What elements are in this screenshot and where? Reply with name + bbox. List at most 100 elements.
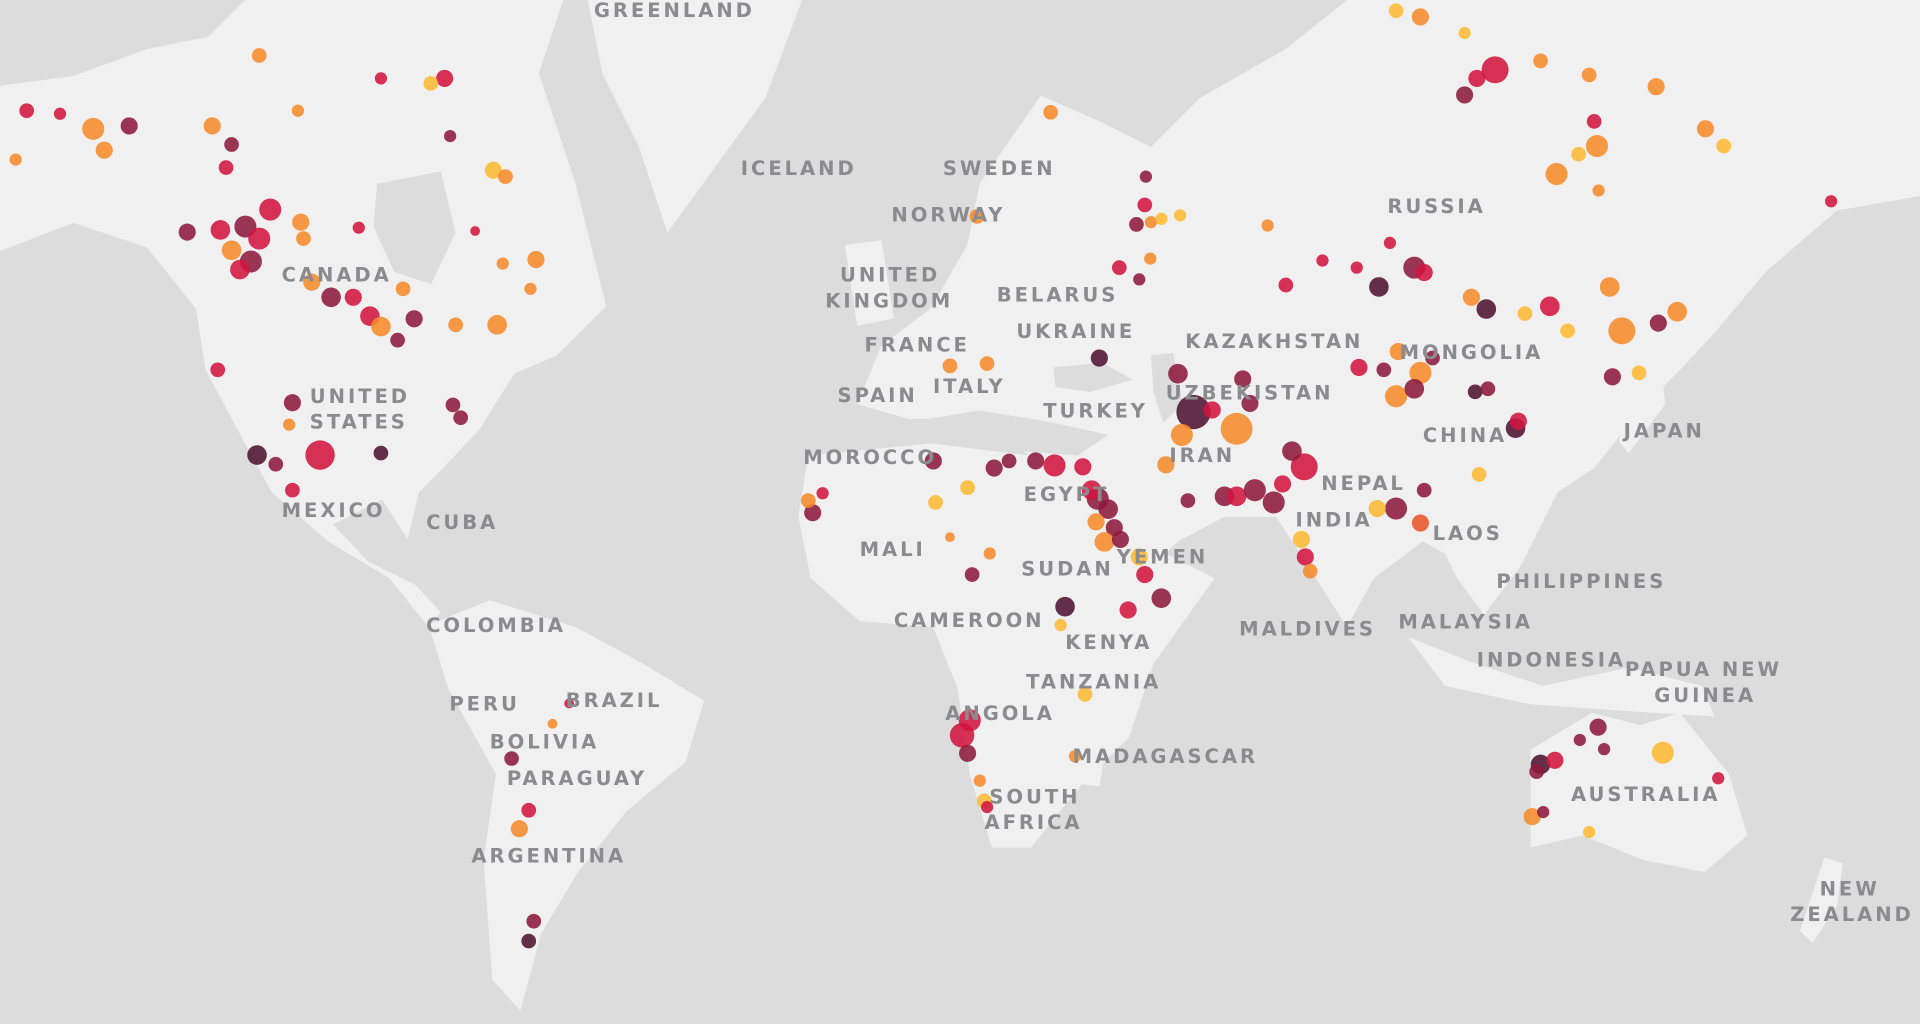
event-dot[interactable] bbox=[1137, 197, 1153, 213]
event-dot[interactable] bbox=[527, 250, 545, 269]
event-dot[interactable] bbox=[1226, 486, 1247, 507]
event-dot[interactable] bbox=[1667, 301, 1687, 322]
event-dot[interactable] bbox=[1589, 718, 1607, 736]
event-dot[interactable] bbox=[470, 226, 480, 236]
event-dot[interactable] bbox=[210, 220, 231, 240]
event-dot[interactable] bbox=[1581, 67, 1597, 83]
event-dot[interactable] bbox=[373, 445, 389, 461]
event-dot[interactable] bbox=[1540, 296, 1560, 317]
event-dot[interactable] bbox=[1278, 277, 1294, 293]
event-dot[interactable] bbox=[800, 493, 816, 508]
event-dot[interactable] bbox=[1176, 394, 1211, 430]
event-dot[interactable] bbox=[1077, 687, 1093, 702]
event-dot[interactable] bbox=[247, 445, 267, 465]
event-dot[interactable] bbox=[1416, 482, 1432, 498]
event-dot[interactable] bbox=[1608, 317, 1636, 345]
event-dot[interactable] bbox=[1467, 384, 1483, 400]
event-dot[interactable] bbox=[964, 567, 980, 582]
event-dot[interactable] bbox=[547, 718, 558, 729]
event-dot[interactable] bbox=[305, 440, 335, 470]
event-dot[interactable] bbox=[804, 504, 822, 522]
event-dot[interactable] bbox=[1203, 401, 1221, 419]
event-dot[interactable] bbox=[1081, 480, 1102, 500]
event-dot[interactable] bbox=[1098, 499, 1118, 519]
event-dot[interactable] bbox=[1468, 69, 1486, 87]
event-dot[interactable] bbox=[521, 802, 537, 818]
event-dot[interactable] bbox=[1180, 493, 1196, 508]
event-dot[interactable] bbox=[371, 316, 391, 337]
event-dot[interactable] bbox=[1261, 219, 1274, 232]
event-dot[interactable] bbox=[1409, 361, 1432, 384]
event-dot[interactable] bbox=[983, 547, 996, 560]
event-dot[interactable] bbox=[1068, 750, 1082, 763]
event-dot[interactable] bbox=[979, 356, 995, 371]
event-dot[interactable] bbox=[251, 48, 267, 63]
event-dot[interactable] bbox=[1144, 216, 1158, 229]
event-dot[interactable] bbox=[1157, 456, 1175, 474]
event-dot[interactable] bbox=[1603, 368, 1621, 386]
event-dot[interactable] bbox=[352, 221, 365, 234]
event-dot[interactable] bbox=[53, 107, 67, 120]
event-dot[interactable] bbox=[203, 117, 221, 135]
event-dot[interactable] bbox=[448, 317, 463, 333]
event-dot[interactable] bbox=[521, 933, 537, 949]
event-dot[interactable] bbox=[1119, 601, 1137, 619]
event-dot[interactable] bbox=[1389, 342, 1407, 361]
event-dot[interactable] bbox=[1383, 236, 1397, 250]
event-dot[interactable] bbox=[1481, 56, 1509, 84]
event-dot[interactable] bbox=[1055, 596, 1075, 617]
event-dot[interactable] bbox=[1583, 825, 1596, 839]
event-dot[interactable] bbox=[496, 257, 509, 270]
event-dot[interactable] bbox=[436, 69, 454, 87]
event-dot[interactable] bbox=[405, 310, 423, 328]
event-dot[interactable] bbox=[1462, 288, 1480, 306]
event-dot[interactable] bbox=[985, 459, 1003, 477]
event-dot[interactable] bbox=[1262, 491, 1285, 514]
event-dot[interactable] bbox=[292, 213, 310, 231]
event-dot[interactable] bbox=[344, 288, 362, 306]
event-dot[interactable] bbox=[1456, 86, 1474, 104]
event-dot[interactable] bbox=[395, 281, 411, 297]
event-dot[interactable] bbox=[1130, 548, 1148, 566]
event-dot[interactable] bbox=[526, 913, 542, 929]
event-dot[interactable] bbox=[178, 223, 196, 241]
event-dot[interactable] bbox=[816, 487, 829, 500]
event-dot[interactable] bbox=[1599, 277, 1620, 297]
event-dot[interactable] bbox=[1647, 78, 1665, 96]
event-dot[interactable] bbox=[1529, 764, 1544, 780]
event-dot[interactable] bbox=[1716, 138, 1732, 154]
event-dot[interactable] bbox=[1151, 588, 1172, 609]
event-dot[interactable] bbox=[1509, 412, 1527, 430]
event-dot[interactable] bbox=[1054, 618, 1067, 632]
event-dot[interactable] bbox=[498, 169, 513, 184]
event-dot[interactable] bbox=[1136, 566, 1154, 584]
event-dot[interactable] bbox=[973, 774, 986, 787]
event-dot[interactable] bbox=[1220, 412, 1253, 445]
event-dot[interactable] bbox=[1133, 273, 1146, 286]
event-dot[interactable] bbox=[1571, 146, 1586, 162]
event-dot[interactable] bbox=[1597, 743, 1611, 756]
event-dot[interactable] bbox=[1385, 385, 1408, 408]
event-dot[interactable] bbox=[1824, 195, 1838, 208]
event-dot[interactable] bbox=[1537, 805, 1550, 819]
event-dot[interactable] bbox=[1523, 808, 1541, 826]
event-dot[interactable] bbox=[1111, 260, 1127, 275]
event-dot[interactable] bbox=[19, 103, 35, 119]
event-dot[interactable] bbox=[9, 153, 22, 166]
event-dot[interactable] bbox=[1043, 104, 1058, 120]
event-dot[interactable] bbox=[285, 482, 300, 498]
event-dot[interactable] bbox=[1712, 772, 1725, 785]
event-dot[interactable] bbox=[390, 332, 405, 348]
event-dot[interactable] bbox=[1241, 394, 1259, 413]
event-dot[interactable] bbox=[321, 287, 341, 308]
event-dot[interactable] bbox=[1302, 563, 1318, 579]
event-dot[interactable] bbox=[1560, 323, 1575, 339]
event-dot[interactable] bbox=[1292, 530, 1310, 549]
event-dot[interactable] bbox=[510, 820, 528, 838]
event-dot[interactable] bbox=[218, 160, 234, 175]
event-dot[interactable] bbox=[1545, 163, 1568, 186]
event-dot[interactable] bbox=[296, 231, 311, 246]
event-dot[interactable] bbox=[1139, 170, 1152, 183]
event-dot[interactable] bbox=[945, 532, 955, 543]
